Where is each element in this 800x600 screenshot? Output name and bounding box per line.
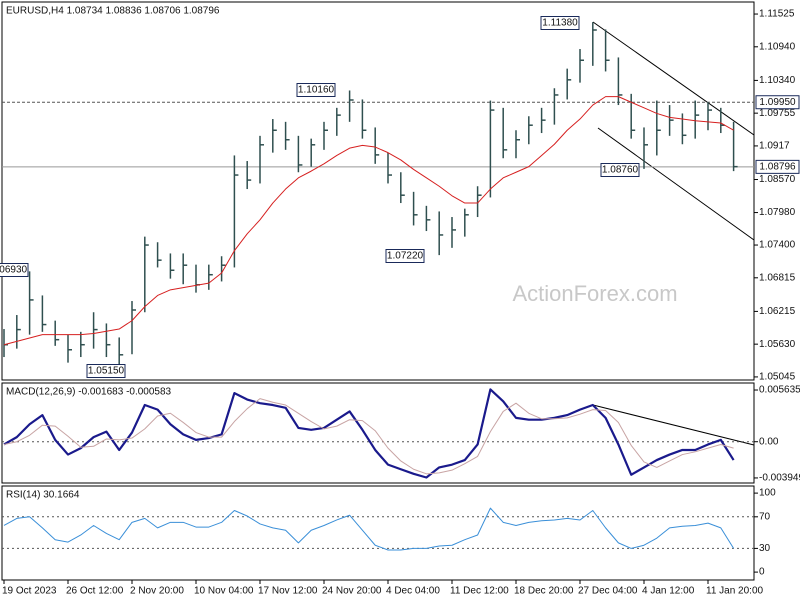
y-tick-label: -0.003949 [759,473,800,484]
panel-title: MACD(12,26,9) -0.001683 -0.000583 [6,387,172,398]
y-tick-label: 1.06215 [759,306,796,317]
level-label: 1.09950 [759,97,796,108]
x-tick-label: 2 Nov 20:00 [130,586,184,597]
x-tick-label: 27 Dec 04:00 [578,586,638,597]
annotation-box [385,249,425,263]
panel-title: EURUSD,H4 1.08734 1.08836 1.08706 1.0879… [6,6,220,17]
price-panel [1,1,755,381]
y-tick-label: 1.09755 [759,108,796,119]
level-label-box [755,159,800,174]
indicator-line [3,96,734,346]
annotation-box [540,16,580,30]
annotation-box [0,263,29,277]
y-tick-label: 1.07400 [759,240,796,251]
annotation: 1.10160 [298,85,335,96]
y-tick-label: 1.0917 [759,141,790,152]
annotation: 1.11380 [542,18,578,29]
x-tick-label: 18 Dec 20:00 [514,586,574,597]
x-tick-label: 24 Nov 20:00 [322,586,382,597]
y-tick-label: 1.10340 [759,75,796,86]
y-tick-label: 1.05045 [759,372,796,383]
x-tick-label: 11 Dec 12:00 [450,586,509,597]
y-tick-label: 1.08570 [759,174,796,185]
indicator-line [3,388,735,479]
y-tick-label: 1.05630 [759,339,796,350]
annotation-box [600,163,640,177]
annotation: 1.07220 [387,251,424,262]
annotation-box [296,83,336,97]
y-tick-label: 0.005635 [759,385,800,396]
y-tick-label: 1.07980 [759,207,796,218]
macd-trend-line [592,404,755,446]
x-tick-label: 4 Jan 12:00 [642,586,695,597]
indicator-line [3,507,735,551]
annotation: 1.08760 [602,165,639,176]
y-tick-label: 70 [759,511,771,522]
level-label: 1.08796 [759,162,796,173]
y-tick-label: 1.11525 [759,9,795,20]
trend-line [597,127,755,241]
y-tick-label: 0.00 [759,436,779,447]
watermark: ActionForex.com [512,281,677,306]
x-tick-label: 11 Jan 20:00 [706,586,764,597]
macd-panel [1,382,755,484]
trend-line [592,21,755,136]
level-label-box [755,95,800,110]
panel-title: RSI(14) 30.1664 [6,490,80,501]
annotation-box [86,364,126,378]
rsi-panel [1,485,755,581]
y-tick-label: 0 [759,567,765,578]
y-tick-label: 1.10940 [759,41,796,52]
x-tick-label: 10 Nov 04:00 [194,586,254,597]
y-tick-label: 100 [759,488,776,499]
x-tick-label: 26 Oct 12:00 [66,586,124,597]
x-tick-label: 4 Dec 04:00 [386,586,440,597]
annotation: 1.05150 [88,366,125,377]
y-tick-label: 1.06815 [759,272,796,283]
indicator-line [3,398,734,475]
x-tick-label: 17 Nov 12:00 [258,586,318,597]
annotation: 1.06930 [0,265,28,276]
y-tick-label: 30 [759,543,771,554]
x-tick-label: 19 Oct 2023 [2,586,57,597]
